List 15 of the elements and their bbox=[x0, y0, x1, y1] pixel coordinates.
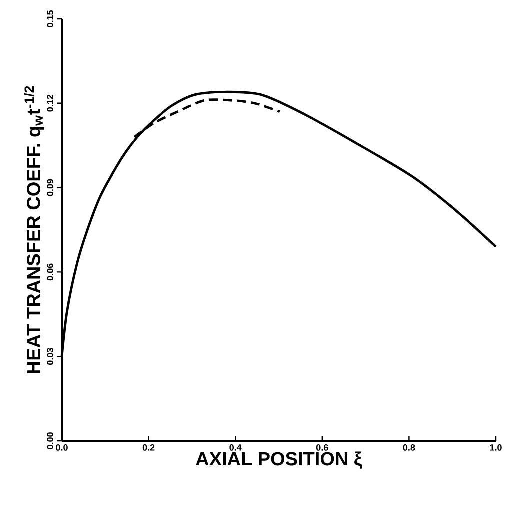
y-tick-label: 0.03 bbox=[47, 348, 54, 365]
x-axis-title: AXIAL POSITION ξ bbox=[196, 452, 362, 470]
y-tick-label: 0.00 bbox=[47, 432, 54, 450]
line-series bbox=[133, 98, 282, 138]
x-tick-label: 0.0 bbox=[56, 444, 68, 451]
y-axis-title: HEAT TRANSFER COEFF. q$_{w}$t$^{-1/2}$ bbox=[24, 86, 44, 374]
x-tick-label: 1.0 bbox=[490, 444, 502, 451]
x-tick-label: 0.2 bbox=[142, 444, 155, 451]
y-tick-label: 0.12 bbox=[47, 95, 54, 112]
y-tick-label: 0.15 bbox=[47, 10, 54, 28]
x-tick-label: 0.4 bbox=[230, 444, 242, 451]
x-tick-label: 0.6 bbox=[316, 444, 328, 451]
y-tick-label: 0.09 bbox=[47, 179, 54, 196]
y-tick-label: 0.06 bbox=[47, 264, 54, 281]
x-tick-label: 0.8 bbox=[403, 444, 416, 451]
